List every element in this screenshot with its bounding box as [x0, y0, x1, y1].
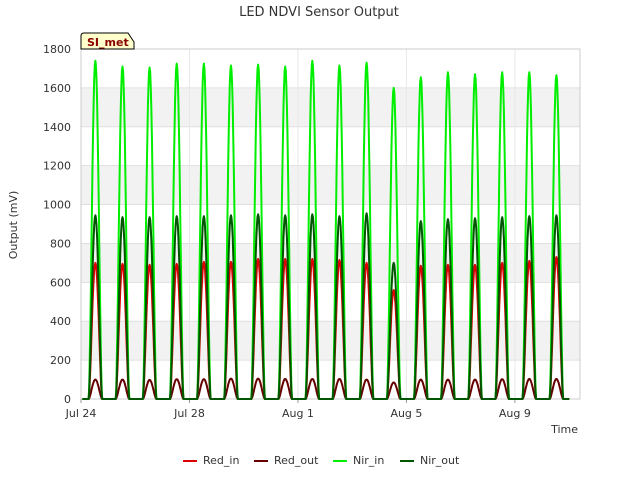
y-tick-label: 200	[50, 354, 71, 367]
background-band	[81, 165, 580, 205]
annotation-tag: SI_met	[80, 32, 135, 50]
x-tick-label: Jul 24	[65, 407, 97, 420]
y-tick-label: 0	[64, 393, 71, 406]
y-tick-label: 1800	[43, 43, 71, 56]
series-lines	[82, 59, 570, 400]
legend: Red_in Red_out Nir_in Nir_out	[183, 454, 460, 467]
y-tick-label: 800	[50, 237, 71, 250]
x-axis-label: Time	[550, 423, 578, 436]
legend-label: Red_in	[203, 454, 239, 467]
background-band	[81, 126, 580, 166]
legend-label: Nir_in	[353, 454, 384, 467]
y-tick-label: 1200	[43, 160, 71, 173]
x-axis-ticks: Jul 24 Jul 28 Aug 1 Aug 5 Aug 9	[65, 399, 531, 420]
y-axis-label: Output (mV)	[7, 191, 20, 260]
y-axis-ticks: 0 200 400 600 800 1000 1200 1400 1600 1800	[43, 43, 71, 406]
x-tick-label: Aug 5	[390, 407, 422, 420]
annotation-tag-label: SI_met	[87, 36, 129, 49]
background-band	[81, 49, 580, 88]
y-tick-label: 600	[50, 276, 71, 289]
x-tick-label: Aug 1	[282, 407, 314, 420]
chart-title: LED NDVI Sensor Output	[239, 5, 399, 20]
x-tick-label: Jul 28	[173, 407, 205, 420]
x-tick-label: Aug 9	[499, 407, 531, 420]
y-tick-label: 1000	[43, 199, 71, 212]
legend-label: Nir_out	[420, 454, 460, 467]
annotation-tag-box	[80, 32, 135, 50]
series-line-nir-out	[82, 212, 570, 400]
y-tick-label: 1400	[43, 121, 71, 134]
y-tick-label: 1600	[43, 82, 71, 95]
background-band	[81, 204, 580, 244]
background-band	[81, 87, 580, 127]
legend-label: Red_out	[274, 454, 319, 467]
y-tick-label: 400	[50, 315, 71, 328]
